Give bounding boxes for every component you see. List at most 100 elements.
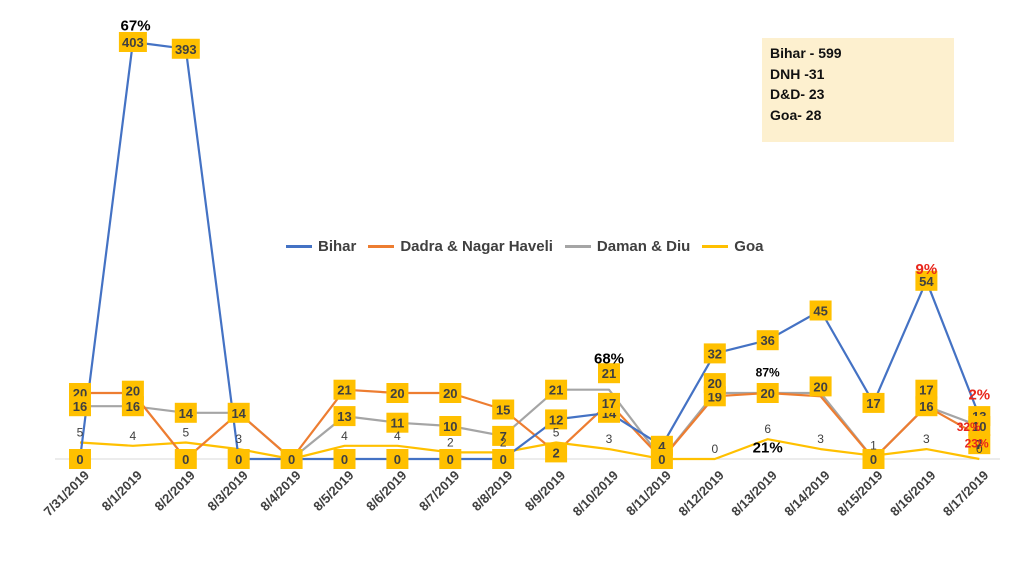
data-label-box xyxy=(333,406,356,427)
data-label-box xyxy=(915,396,938,417)
data-label-box xyxy=(118,32,147,52)
data-label-box xyxy=(171,38,200,59)
percent-annotation: 2% xyxy=(968,387,990,404)
data-label: 17 xyxy=(919,383,933,398)
data-label-box xyxy=(809,300,832,321)
data-label-box xyxy=(386,383,409,403)
chart-legend: Bihar Dadra & Nagar Haveli Daman & Diu G… xyxy=(286,238,775,255)
data-label: 20 xyxy=(760,386,774,401)
x-tick-label: 8/10/2019 xyxy=(570,468,622,520)
data-label: 20 xyxy=(708,376,722,391)
data-label: 0 xyxy=(658,452,665,467)
data-label-box xyxy=(545,409,568,430)
data-label-plain: 3 xyxy=(817,432,824,446)
data-label-box xyxy=(492,399,515,420)
data-label: 20 xyxy=(813,379,827,394)
legend-entry-dnh: Dadra & Nagar Haveli xyxy=(368,238,553,255)
x-tick-label: 7/31/2019 xyxy=(41,468,93,520)
data-label-box xyxy=(756,383,779,403)
percent-annotation: 32% xyxy=(957,420,981,434)
data-label-box xyxy=(121,396,144,417)
data-label-box xyxy=(650,449,673,469)
data-label: 10 xyxy=(443,419,457,434)
x-tick-label: 8/16/2019 xyxy=(887,468,939,520)
x-tick-label: 8/11/2019 xyxy=(623,468,674,519)
data-label-plain: 5 xyxy=(182,426,189,440)
data-label-box xyxy=(915,379,938,400)
x-tick-label: 8/15/2019 xyxy=(834,468,886,520)
data-label-plain: 3 xyxy=(923,432,930,446)
data-label-box xyxy=(862,392,885,413)
data-label: 20 xyxy=(126,384,140,399)
x-tick-label: 8/14/2019 xyxy=(781,468,833,520)
data-label-box xyxy=(598,363,620,384)
data-label: 0 xyxy=(447,452,454,467)
data-label: 7 xyxy=(976,437,983,452)
summary-line-goa: Goa- 28 xyxy=(770,106,822,123)
percent-annotation: 87% xyxy=(756,366,780,380)
data-label-box xyxy=(545,379,568,400)
data-label-box xyxy=(439,449,462,469)
x-tick-label: 8/1/2019 xyxy=(99,468,145,514)
data-label: 12 xyxy=(549,412,563,427)
x-tick-label: 8/12/2019 xyxy=(675,468,727,520)
data-label-plain: 0 xyxy=(976,442,983,456)
data-label: 16 xyxy=(919,399,933,414)
data-label-box xyxy=(756,330,779,351)
data-label-box xyxy=(333,379,356,400)
legend-entry-bihar: Bihar xyxy=(286,238,356,255)
data-label: 20 xyxy=(390,386,404,401)
data-label: 0 xyxy=(235,452,242,467)
x-tick-label: 8/13/2019 xyxy=(728,468,780,520)
legend-label-goa: Goa xyxy=(734,238,764,255)
summary-line-dd: D&D- 23 xyxy=(770,86,825,102)
data-label-plain: 2 xyxy=(447,435,454,449)
data-label-box xyxy=(280,449,303,469)
data-label-plain: 4 xyxy=(130,429,137,443)
legend-swatch-bihar xyxy=(286,245,312,248)
data-label-box xyxy=(703,343,726,364)
x-tick-label: 8/7/2019 xyxy=(416,468,462,514)
x-tick-label: 8/4/2019 xyxy=(257,468,303,514)
data-label: 4 xyxy=(658,439,666,454)
data-label: 403 xyxy=(122,35,144,50)
data-label: 13 xyxy=(337,409,351,424)
data-label: 0 xyxy=(182,452,189,467)
data-label-box xyxy=(439,416,462,436)
data-label: 21 xyxy=(337,383,351,398)
series-line-dadra-nagar-haveli xyxy=(80,388,980,461)
data-label-box xyxy=(386,449,409,469)
data-label: 393 xyxy=(175,42,197,57)
data-label: 0 xyxy=(288,452,295,467)
legend-swatch-dd xyxy=(564,245,591,248)
data-label-box xyxy=(386,412,409,433)
data-label-box xyxy=(69,449,91,469)
data-label-box xyxy=(968,434,991,455)
percent-annotation: 21% xyxy=(753,439,783,456)
data-label-plain: 4 xyxy=(341,429,348,443)
data-label-plain: 4 xyxy=(394,429,401,443)
data-label: 15 xyxy=(496,403,510,418)
data-label: 17 xyxy=(866,396,880,411)
series-line-goa xyxy=(79,438,980,461)
series-line-bihar xyxy=(78,40,981,461)
data-label-box xyxy=(809,376,832,397)
x-tick-label: 8/9/2019 xyxy=(522,468,568,514)
data-label: 32 xyxy=(708,346,722,361)
x-tick-label: 8/8/2019 xyxy=(469,468,515,514)
data-label-box xyxy=(492,449,515,469)
percent-annotations: 67% 68% 87% 21% 9% 2% 32% 23% xyxy=(121,17,991,456)
data-label-box xyxy=(968,416,991,436)
data-label-box xyxy=(545,442,568,463)
percent-annotation: 67% xyxy=(121,17,151,34)
legend-swatch-goa xyxy=(702,245,729,248)
data-label-box xyxy=(174,449,197,469)
data-label: 54 xyxy=(919,274,934,289)
data-label-box xyxy=(333,449,356,469)
data-label: 16 xyxy=(73,399,87,414)
legend-entry-goa: Goa xyxy=(702,238,763,255)
data-label-plain: 0 xyxy=(711,442,718,456)
summary-line-bihar: Bihar - 599 xyxy=(770,45,842,61)
data-label: 0 xyxy=(500,452,507,467)
